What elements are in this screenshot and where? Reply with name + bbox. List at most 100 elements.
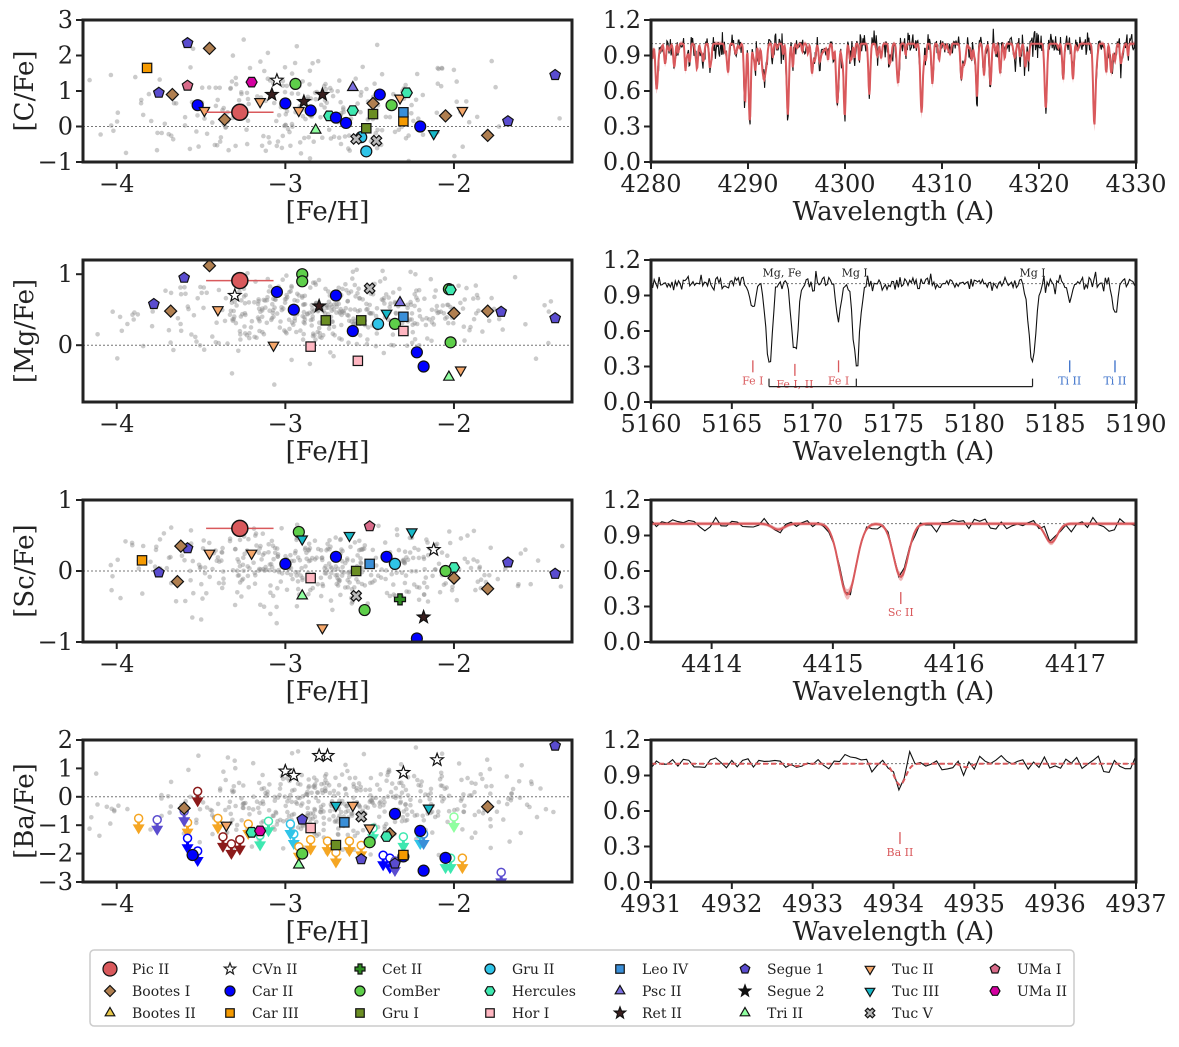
field-star-point xyxy=(280,846,286,851)
field-star-point xyxy=(542,303,547,308)
axes-frame xyxy=(649,738,1138,884)
field-star-point xyxy=(445,302,451,308)
field-star-point xyxy=(356,286,361,292)
field-star-point xyxy=(435,81,441,86)
field-star-point xyxy=(307,545,313,551)
field-star-point xyxy=(213,85,218,91)
field-star-point xyxy=(355,579,361,585)
field-star-point xyxy=(383,114,389,120)
field-star-point xyxy=(200,546,206,551)
field-star-point xyxy=(421,592,427,597)
field-star-point xyxy=(458,798,464,804)
field-star-point xyxy=(322,788,328,794)
field-star-point xyxy=(344,288,349,293)
field-star-point xyxy=(347,574,352,579)
legend-entry: Hor I xyxy=(485,1006,549,1022)
x-axis-label: Wavelength (A) xyxy=(793,437,995,467)
field-star-point xyxy=(315,581,321,587)
field-star-point xyxy=(367,799,373,804)
field-star-point xyxy=(148,559,153,565)
field-star-point xyxy=(320,581,325,587)
field-star-point xyxy=(187,568,193,574)
field-star-point xyxy=(406,133,411,138)
pic2-marker xyxy=(231,103,249,122)
field-star-point xyxy=(393,310,399,316)
field-star-point xyxy=(258,543,263,549)
field-star-point xyxy=(516,779,522,784)
field-star-point xyxy=(283,112,289,117)
field-star-point xyxy=(332,819,338,825)
field-star-point xyxy=(139,97,144,103)
x-tick-label: 5180 xyxy=(944,410,1005,438)
field-star-point xyxy=(109,587,114,593)
field-star-point xyxy=(339,322,344,328)
data-point xyxy=(165,87,180,102)
pic2-point xyxy=(206,519,274,538)
field-star-point xyxy=(334,819,340,824)
field-star-point xyxy=(357,804,363,810)
field-star-point xyxy=(155,130,160,136)
field-star-point xyxy=(260,531,266,536)
field-star-point xyxy=(346,313,351,318)
field-star-point xyxy=(190,558,196,564)
upper-limit-head xyxy=(178,817,191,828)
field-star-point xyxy=(368,572,374,578)
field-star-point xyxy=(259,786,265,792)
x-tick-label: 4415 xyxy=(802,650,863,678)
field-star-point xyxy=(260,306,265,311)
field-star-point xyxy=(445,553,450,558)
field-star-point xyxy=(321,809,326,814)
data-point xyxy=(346,324,359,338)
data-point xyxy=(163,304,178,319)
field-star-point xyxy=(235,573,241,578)
field-star-point xyxy=(288,552,293,558)
field-star-point xyxy=(312,782,318,787)
field-star-point xyxy=(355,553,360,558)
dwarf-galaxy-stars xyxy=(177,740,562,877)
field-star-point xyxy=(202,116,207,121)
field-star-point xyxy=(413,97,419,103)
field-star-point xyxy=(333,818,339,823)
field-star-point xyxy=(284,108,290,114)
field-star-point xyxy=(295,298,300,304)
field-star-point xyxy=(423,792,428,797)
field-star-point xyxy=(496,799,502,805)
field-star-point xyxy=(414,295,419,301)
y-tick-label: 0.3 xyxy=(603,113,641,141)
field-star-point xyxy=(233,765,238,771)
field-star-point xyxy=(202,570,208,576)
field-star-point xyxy=(308,811,314,816)
field-star-point xyxy=(343,305,349,311)
data-point xyxy=(287,303,300,316)
legend-entry: Segue 1 xyxy=(739,962,825,978)
field-star-point xyxy=(305,311,310,317)
field-star-point xyxy=(409,340,415,346)
data-point xyxy=(177,801,192,816)
field-star-point xyxy=(345,556,350,561)
field-star-point xyxy=(236,780,242,786)
field-star-point xyxy=(374,331,380,336)
field-star-point xyxy=(304,556,310,562)
field-star-point xyxy=(351,316,356,322)
field-star-point xyxy=(217,788,223,793)
y-tick-label: 1 xyxy=(58,77,73,105)
field-star-point xyxy=(343,809,349,815)
field-star-point xyxy=(434,308,439,313)
legend-label: Hercules xyxy=(512,984,576,1000)
field-star-point xyxy=(242,311,248,316)
field-star-point xyxy=(340,559,345,564)
field-star-point xyxy=(216,340,221,346)
data-point xyxy=(245,76,258,88)
field-star-point xyxy=(343,282,348,287)
field-star-point xyxy=(198,564,203,570)
x-tick-label: 4280 xyxy=(620,170,681,198)
field-star-point xyxy=(295,570,301,575)
field-star-point xyxy=(292,297,297,303)
field-star-point xyxy=(409,809,415,814)
field-star-point xyxy=(229,788,235,793)
field-star-point xyxy=(132,310,137,315)
field-star-point xyxy=(398,762,404,767)
field-star-point xyxy=(279,305,284,310)
field-star-point xyxy=(133,74,138,80)
field-star-point xyxy=(452,807,457,813)
